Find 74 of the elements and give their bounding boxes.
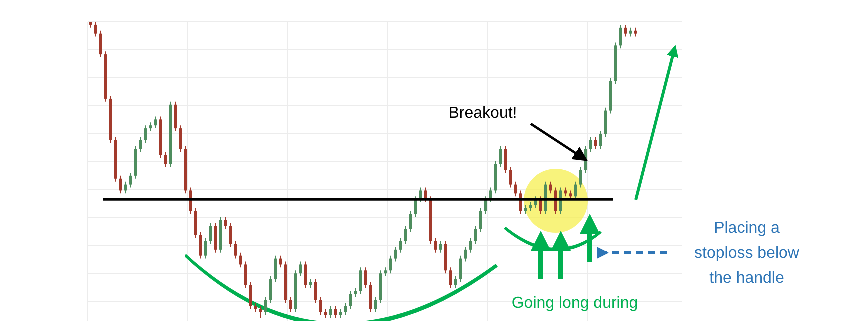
- candlestick: [299, 261, 302, 278]
- candlestick: [214, 222, 217, 254]
- candlestick: [479, 208, 482, 233]
- candlestick: [549, 181, 552, 194]
- candlestick: [239, 252, 242, 268]
- candlestick: [179, 125, 182, 153]
- candlestick: [124, 181, 127, 194]
- candlestick: [154, 116, 157, 130]
- candlestick: [499, 146, 502, 168]
- candlestick: [244, 261, 247, 289]
- candlestick: [279, 255, 282, 268]
- candlestick: [404, 226, 407, 244]
- candlestick: [209, 222, 212, 244]
- candlestick: [419, 187, 422, 204]
- candlestick: [129, 172, 132, 188]
- candlestick: [489, 187, 492, 204]
- text: Placing a stoploss below the handle: [694, 220, 800, 287]
- candlestick: [374, 296, 377, 313]
- annotation: Breakout!: [448, 105, 518, 122]
- candlestick: [474, 226, 477, 244]
- candlestick: [464, 246, 467, 262]
- candlestick: [599, 131, 602, 150]
- annotation: Going long during: [512, 295, 638, 312]
- candlestick: [394, 246, 397, 262]
- candlestick: [334, 306, 337, 318]
- candlestick: [454, 276, 457, 289]
- candlestick: [389, 255, 392, 274]
- candlestick: [604, 107, 607, 138]
- candlestick: [579, 166, 582, 188]
- candlestick: [269, 276, 272, 304]
- candlestick: [449, 267, 452, 289]
- candlestick: [194, 208, 197, 239]
- candlestick: [224, 216, 227, 230]
- candlestick: [174, 101, 177, 132]
- candlestick: [274, 255, 277, 283]
- candlestick: [249, 282, 252, 310]
- candlestick: [509, 166, 512, 188]
- candlestick: [619, 24, 622, 50]
- candlestick: [624, 24, 627, 38]
- candlestick: [119, 175, 122, 194]
- candlestick: [289, 296, 292, 313]
- candlestick: [439, 240, 442, 254]
- candlestick: [259, 306, 262, 318]
- candlestick: [344, 302, 347, 316]
- candlestick: [314, 279, 317, 304]
- candlestick: [139, 136, 142, 153]
- candlestick: [594, 136, 597, 150]
- candlestick: [164, 152, 167, 168]
- candlestick: [399, 238, 402, 254]
- candlestick: [204, 238, 207, 260]
- candlestick: [434, 238, 437, 254]
- candlestick: [409, 210, 412, 233]
- candlestick: [574, 181, 577, 200]
- candlestick: [424, 187, 427, 204]
- candlestick: [359, 267, 362, 295]
- candlestick: [199, 232, 202, 260]
- candlestick: [369, 282, 372, 313]
- candlestick: [264, 296, 267, 316]
- candlestick: [589, 136, 592, 153]
- candlestick: [329, 306, 332, 318]
- candlestick: [319, 296, 322, 316]
- candlestick: [229, 222, 232, 248]
- candlestick: [94, 22, 97, 38]
- candlestick: [144, 125, 147, 144]
- candlestick: [364, 267, 367, 289]
- candlestick: [414, 196, 417, 218]
- candlestick: [349, 290, 352, 310]
- candlestick: [504, 146, 507, 174]
- candlestick: [234, 240, 237, 260]
- candlestick: [304, 261, 307, 289]
- candlestick: [459, 255, 462, 283]
- candlestick: [514, 181, 517, 198]
- candlestick: [99, 30, 102, 58]
- candlestick: [469, 238, 472, 254]
